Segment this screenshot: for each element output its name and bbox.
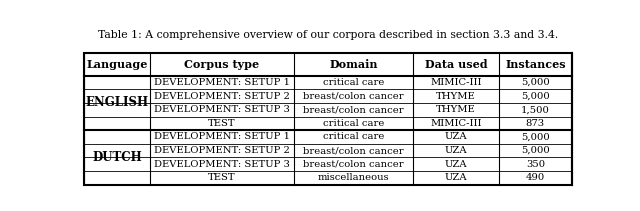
Text: DEVELOPMENT: SETUP 2: DEVELOPMENT: SETUP 2 [154,92,290,101]
Text: Corpus type: Corpus type [184,59,259,70]
Text: breast/colon cancer: breast/colon cancer [303,92,404,101]
Text: UZA: UZA [445,160,467,169]
Text: critical care: critical care [323,78,384,87]
Text: UZA: UZA [445,133,467,141]
Text: Instances: Instances [505,59,566,70]
Text: DEVELOPMENT: SETUP 3: DEVELOPMENT: SETUP 3 [154,160,290,169]
Text: 490: 490 [526,173,545,182]
Text: UZA: UZA [445,173,467,182]
Text: Data used: Data used [425,59,488,70]
Text: DEVELOPMENT: SETUP 2: DEVELOPMENT: SETUP 2 [154,146,290,155]
Text: THYME: THYME [436,105,476,114]
Text: ENGLISH: ENGLISH [85,96,148,109]
Text: TEST: TEST [208,119,236,128]
Text: TEST: TEST [208,173,236,182]
Text: UZA: UZA [445,146,467,155]
Text: 1,500: 1,500 [521,105,550,114]
Text: DEVELOPMENT: SETUP 3: DEVELOPMENT: SETUP 3 [154,105,290,114]
Text: DUTCH: DUTCH [92,151,142,164]
Text: 873: 873 [526,119,545,128]
Text: 350: 350 [526,160,545,169]
Bar [84,53,572,185]
Text: 5,000: 5,000 [521,92,550,101]
Text: breast/colon cancer: breast/colon cancer [303,160,404,169]
Text: Domain: Domain [330,59,378,70]
Text: 5,000: 5,000 [521,78,550,87]
Text: 5,000: 5,000 [521,133,550,141]
Text: MIMIC-III: MIMIC-III [430,78,482,87]
Text: Table 1: A comprehensive overview of our corpora described in section 3.3 and 3.: Table 1: A comprehensive overview of our… [98,30,558,40]
Text: critical care: critical care [323,133,384,141]
Text: Language: Language [86,59,148,70]
Text: THYME: THYME [436,92,476,101]
Text: 5,000: 5,000 [521,146,550,155]
Text: breast/colon cancer: breast/colon cancer [303,105,404,114]
Text: breast/colon cancer: breast/colon cancer [303,146,404,155]
Text: DEVELOPMENT: SETUP 1: DEVELOPMENT: SETUP 1 [154,133,290,141]
Text: critical care: critical care [323,119,384,128]
Text: MIMIC-III: MIMIC-III [430,119,482,128]
Text: miscellaneous: miscellaneous [318,173,389,182]
Text: DEVELOPMENT: SETUP 1: DEVELOPMENT: SETUP 1 [154,78,290,87]
